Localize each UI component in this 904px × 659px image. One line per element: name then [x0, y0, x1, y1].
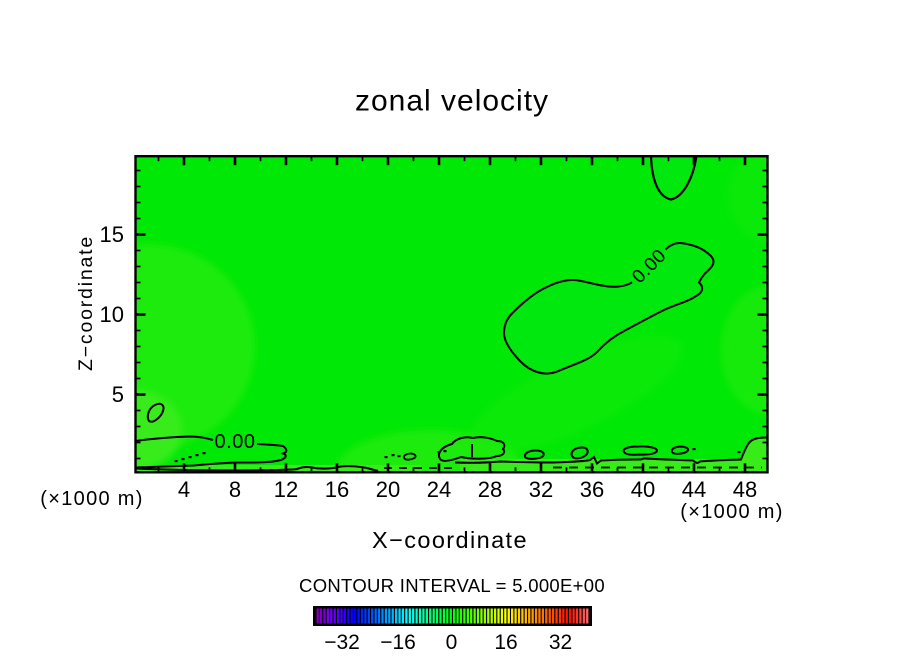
- svg-text:−32: −32: [324, 631, 360, 654]
- svg-text:44: 44: [682, 477, 706, 502]
- svg-text:CONTOUR INTERVAL = 5.000E+00: CONTOUR INTERVAL = 5.000E+00: [299, 575, 605, 596]
- svg-text:32: 32: [529, 477, 553, 502]
- svg-text:0: 0: [446, 631, 458, 654]
- svg-text:40: 40: [631, 477, 655, 502]
- svg-text:15: 15: [100, 222, 124, 247]
- svg-text:16: 16: [494, 631, 517, 654]
- svg-text:(×1000 m): (×1000 m): [680, 501, 783, 523]
- svg-text:4: 4: [178, 477, 190, 502]
- svg-text:36: 36: [580, 477, 604, 502]
- svg-text:X−coordinate: X−coordinate: [372, 527, 528, 553]
- svg-text:16: 16: [325, 477, 349, 502]
- svg-text:28: 28: [478, 477, 502, 502]
- svg-text:(×1000 m): (×1000 m): [40, 488, 143, 510]
- svg-text:20: 20: [376, 477, 400, 502]
- svg-text:5: 5: [112, 382, 124, 407]
- svg-text:Z−coordinate: Z−coordinate: [75, 235, 97, 371]
- svg-text:48: 48: [733, 477, 757, 502]
- svg-text:0.00: 0.00: [215, 431, 256, 453]
- svg-text:10: 10: [100, 302, 124, 327]
- svg-text:32: 32: [549, 631, 572, 654]
- svg-text:12: 12: [274, 477, 298, 502]
- svg-text:−16: −16: [380, 631, 416, 654]
- svg-text:24: 24: [427, 477, 451, 502]
- svg-text:zonal velocity: zonal velocity: [355, 85, 549, 118]
- svg-text:8: 8: [229, 477, 241, 502]
